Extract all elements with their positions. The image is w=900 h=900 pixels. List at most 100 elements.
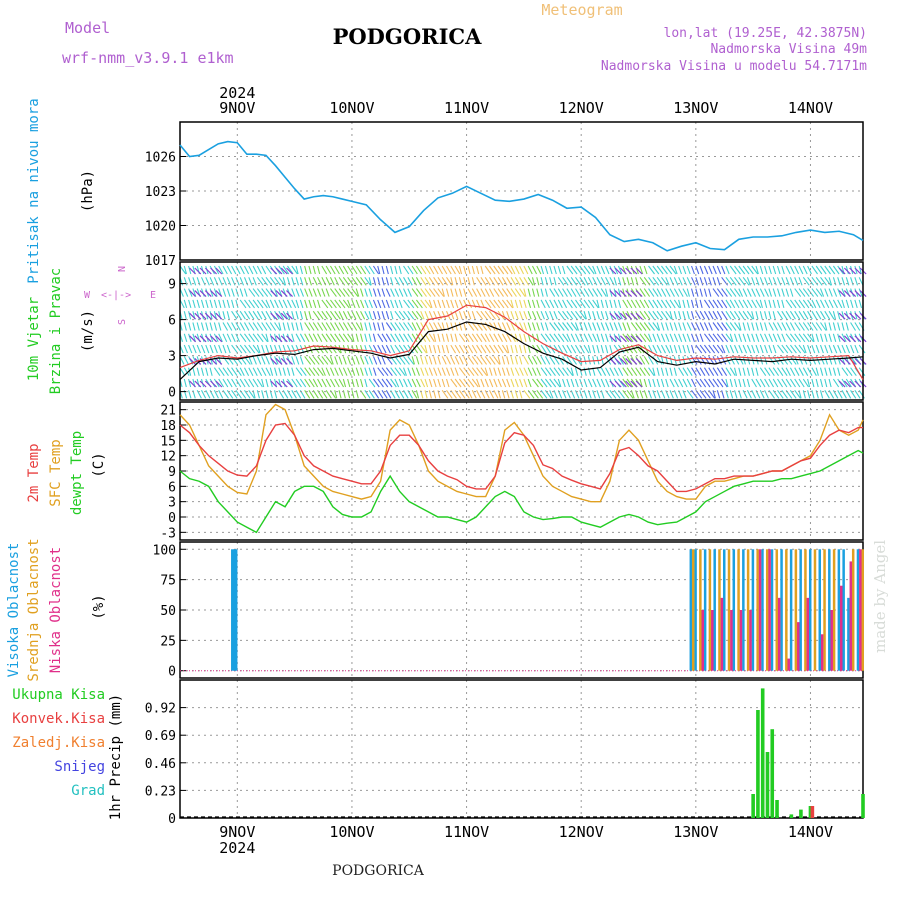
wind-barb (286, 322, 291, 331)
wind-barb (342, 310, 348, 320)
wind-barb (243, 265, 250, 275)
wind-barb (802, 310, 809, 320)
wind-barb (721, 378, 728, 388)
wind-barb (600, 265, 606, 275)
wind-barb (596, 288, 603, 297)
wind-barb (759, 378, 766, 388)
wind-barb (540, 299, 546, 309)
wind-barb (445, 288, 450, 297)
wind-barb (828, 288, 833, 297)
wind-barb (678, 265, 682, 275)
wind-barb (441, 333, 445, 342)
wind-barb (626, 378, 634, 388)
wind-barb (471, 390, 477, 399)
wind-barb (768, 344, 773, 354)
wind-barb (742, 390, 748, 399)
wind-barb (334, 265, 340, 275)
wind-barb (794, 265, 800, 275)
wind-barb (751, 322, 755, 331)
wind-barb (280, 380, 288, 388)
wind-barb (265, 265, 272, 275)
wind-barb (549, 378, 557, 388)
wind-barb (497, 344, 504, 354)
precip-legend-4: Grad (71, 783, 105, 799)
wind-barb (286, 344, 292, 354)
wind-barb (843, 267, 851, 275)
wind-barb (403, 310, 410, 320)
wind-barb (424, 288, 432, 297)
wind-barb (781, 322, 787, 331)
cloud-bar (849, 561, 853, 671)
wind-barb (699, 288, 703, 297)
wind-barb (746, 333, 751, 342)
wind-barb (441, 378, 446, 388)
wind-barb (755, 367, 759, 376)
wind-barb (222, 344, 227, 354)
wind-barb (570, 322, 578, 331)
wind-barb (725, 265, 730, 275)
wind-barb (317, 322, 324, 331)
wind-barb (463, 333, 470, 343)
wind-barb (355, 310, 361, 320)
wind-barb (506, 344, 510, 354)
wind-barb (398, 356, 406, 365)
wind-barb (648, 265, 655, 275)
wind-barb (614, 312, 622, 320)
wind-barb (188, 277, 192, 286)
wind-barb (291, 367, 295, 376)
wind-barb (583, 288, 590, 297)
wind-barb (527, 277, 534, 286)
wind-barb (562, 367, 569, 377)
wind-barb (643, 367, 651, 377)
wind-barb (411, 356, 416, 365)
wind-barb (824, 356, 829, 365)
wind-barb (815, 333, 820, 342)
wind-barb (617, 322, 623, 331)
wind-barb (678, 299, 682, 309)
wind-barb (381, 344, 387, 354)
wind-barb (428, 333, 435, 343)
wind-barb (415, 299, 423, 309)
wind-barb (377, 333, 384, 343)
wind-barb (746, 322, 751, 331)
wind-barb (841, 277, 846, 286)
wind-barb (583, 378, 588, 388)
wind-barb (785, 344, 793, 354)
wind-barb (764, 265, 768, 275)
wind-barb (639, 322, 647, 331)
wind-barb (557, 333, 565, 343)
wind-barb (497, 378, 502, 388)
wind-barb (716, 299, 723, 309)
wind-barb (708, 356, 715, 365)
wind-barb (838, 267, 846, 275)
wind-barb (622, 378, 630, 388)
wind-barb (243, 288, 248, 297)
wind-barb (811, 367, 817, 376)
wind-barb (708, 378, 715, 388)
wind-barb (729, 276, 737, 286)
wind-barb (746, 367, 750, 376)
wind-barb (536, 378, 544, 388)
wind-barb (566, 344, 572, 354)
wind-barb (476, 333, 483, 343)
wind-barb (265, 390, 269, 399)
wind-barb (686, 356, 694, 365)
wind-barb (424, 378, 429, 388)
wind-barb (815, 310, 822, 320)
wind-barb (304, 311, 308, 320)
wind-barb (364, 356, 369, 365)
wind-barb (540, 378, 548, 388)
wind-barb (742, 288, 748, 297)
wind-barb (347, 356, 352, 365)
wind-barb (480, 333, 487, 343)
wind-barb (226, 367, 234, 377)
wind-barb (845, 265, 849, 275)
wind-barb (325, 390, 332, 399)
wind-barb (845, 311, 849, 320)
wind-barb (204, 267, 212, 275)
wind-barb (364, 299, 369, 309)
wind-barb (725, 333, 733, 343)
wind-barb (619, 380, 627, 388)
wind-barb (643, 390, 648, 399)
wind-barb (605, 367, 611, 376)
